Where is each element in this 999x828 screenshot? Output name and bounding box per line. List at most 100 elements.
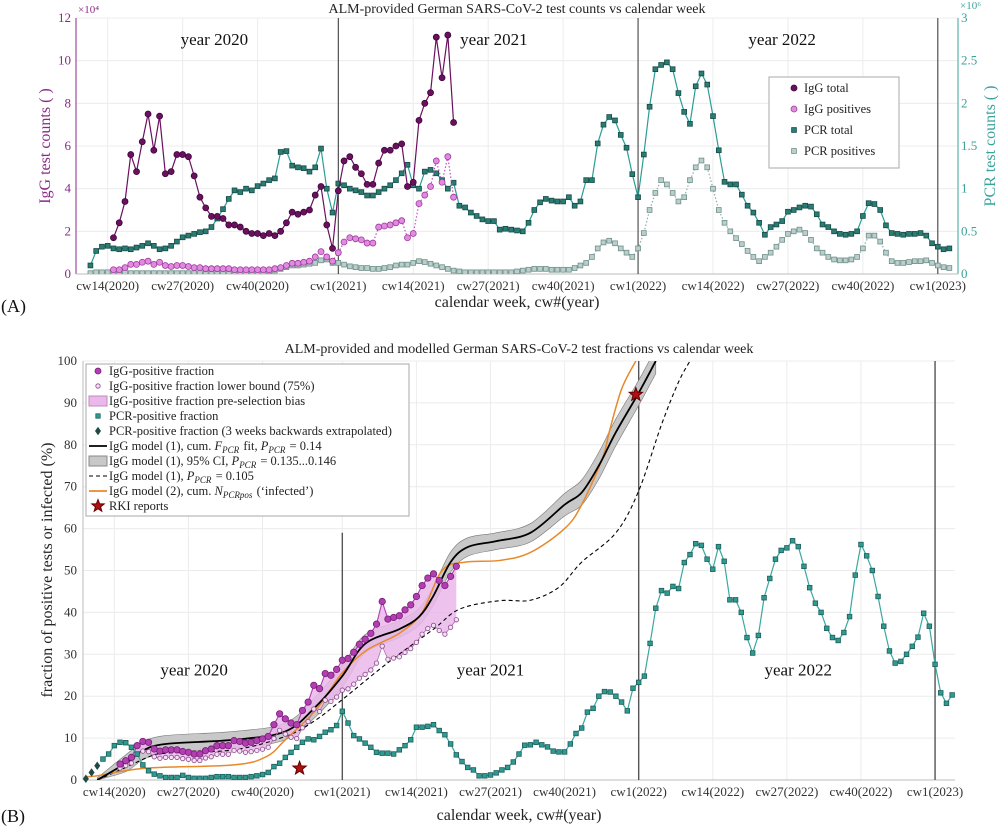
igg-lower-bound-point	[145, 749, 152, 755]
pcr-positives-point	[450, 267, 457, 274]
y-left-tick-label: 0	[65, 266, 72, 281]
igg-total-point	[167, 168, 175, 176]
igg-lower-bound-point	[448, 624, 454, 630]
igg-fraction-point	[127, 753, 136, 761]
pcr-positives-point	[917, 258, 924, 264]
pcr-total-point	[675, 90, 682, 96]
pcr-fraction-point	[442, 732, 448, 738]
igg-lower-bound-point	[202, 755, 209, 761]
y-tick-label: 50	[64, 563, 77, 578]
igg-positives-point	[329, 257, 336, 265]
panel-b-xlabel: calendar week, cw#(year)	[437, 807, 602, 824]
igg-positives-point	[300, 258, 308, 266]
y-tick-label: 70	[64, 479, 77, 494]
pcr-total-point	[139, 243, 146, 249]
y-tick-label: 100	[58, 353, 78, 368]
pcr-fraction-point	[590, 705, 596, 712]
year-label: year 2022	[748, 30, 816, 49]
pcr-total-point	[571, 202, 578, 209]
pcr-positives-point	[156, 270, 163, 274]
y-tick-label: 90	[64, 395, 77, 410]
pcr-fraction-point	[812, 600, 819, 606]
igg-fraction-point	[435, 576, 443, 585]
igg-positives-point	[427, 183, 434, 190]
pcr-total-point	[122, 245, 128, 252]
legend-label: IgG-positive fraction pre-selection bias	[109, 394, 305, 408]
igg-positives-point	[357, 236, 365, 244]
pcr-total-point	[151, 243, 157, 249]
pcr-fraction-point	[829, 634, 836, 641]
panel-a-letter: (A)	[1, 296, 26, 317]
pcr-positives-point	[473, 269, 480, 274]
pcr-positives-point	[548, 266, 555, 273]
igg-total-point	[300, 208, 308, 216]
legend-label: IgG model (1), 95% CI, PPCR = 0.135...0.…	[109, 454, 336, 470]
pcr-positives-point	[923, 257, 930, 264]
pcr-total-point	[612, 117, 618, 124]
pcr-positives-point	[531, 266, 538, 272]
pcr-fraction-point	[618, 699, 625, 705]
pcr-positives-point	[318, 257, 324, 264]
igg-fraction-point	[327, 671, 335, 679]
pcr-positives-point	[715, 207, 722, 213]
y-tick-label: 60	[64, 521, 77, 536]
pcr-total-point	[773, 221, 780, 228]
igg-total-point	[121, 198, 129, 205]
pcr-total-point	[525, 219, 532, 226]
pcr-fraction-point	[140, 762, 146, 768]
pcr-total-point	[99, 243, 105, 250]
pcr-total-point	[479, 216, 486, 223]
pcr-total-point	[231, 187, 238, 194]
legend-label: IgG total	[804, 81, 849, 95]
igg-total-point	[115, 219, 123, 227]
legend-label: IgG-positive fraction lower bound (75%)	[109, 379, 315, 393]
pcr-extrapolated-point	[88, 768, 95, 777]
pcr-total-point	[329, 209, 336, 216]
series-layer	[85, 361, 955, 780]
pcr-total-point	[174, 238, 180, 245]
pcr-fraction-point	[402, 742, 408, 749]
pcr-total-point	[110, 245, 117, 252]
pcr-fraction-point	[539, 742, 545, 748]
igg-positives-point	[259, 266, 267, 274]
pcr-fraction-point	[191, 775, 197, 780]
igg-positives-point	[415, 200, 423, 208]
pcr-fraction-point	[578, 725, 585, 731]
igg-lower-bound-point	[294, 735, 300, 742]
igg-positives-point	[277, 264, 285, 272]
pcr-positives-point	[911, 258, 918, 264]
pcr-fraction-point	[105, 751, 112, 757]
pcr-fraction-point	[362, 740, 368, 746]
pcr-positives-point	[583, 260, 589, 266]
x-tick-label: cw1(2021)	[314, 784, 370, 799]
pcr-fraction-point	[294, 744, 300, 751]
igg-lower-bound-point	[442, 631, 448, 637]
pcr-fraction-point	[356, 736, 363, 742]
pcr-positives-point	[808, 237, 814, 243]
pcr-positives-point	[594, 245, 601, 252]
pcr-positives-point	[612, 240, 618, 247]
pcr-positives-point	[865, 232, 872, 239]
y-left-tick-label: 12	[58, 10, 71, 25]
igg-total-point	[415, 117, 423, 124]
igg-lower-bound-point	[316, 708, 323, 715]
pcr-total-point	[946, 245, 953, 252]
pcr-positives-point	[813, 245, 820, 252]
x-tick-label: cw14(2022)	[681, 784, 744, 799]
pcr-fraction-point	[248, 773, 254, 780]
igg-total-point	[450, 119, 457, 126]
igg-positives-point	[202, 265, 210, 273]
x-tick-label: cw40(2020)	[231, 784, 294, 799]
igg-lower-bound-point	[168, 754, 174, 760]
panel-b-letter: (B)	[1, 806, 25, 827]
igg-total-point	[150, 146, 158, 154]
igg-positives-point	[340, 238, 348, 246]
pcr-positives-point	[445, 266, 451, 272]
igg-total-point	[242, 227, 250, 235]
pcr-positives-point	[145, 270, 151, 274]
igg-positives-point	[231, 266, 238, 274]
x-tick-label: cw40(2021)	[533, 784, 596, 799]
pcr-fraction-point	[259, 771, 266, 778]
x-tick-label: cw40(2022)	[830, 784, 893, 799]
pcr-fraction-point	[499, 767, 505, 773]
